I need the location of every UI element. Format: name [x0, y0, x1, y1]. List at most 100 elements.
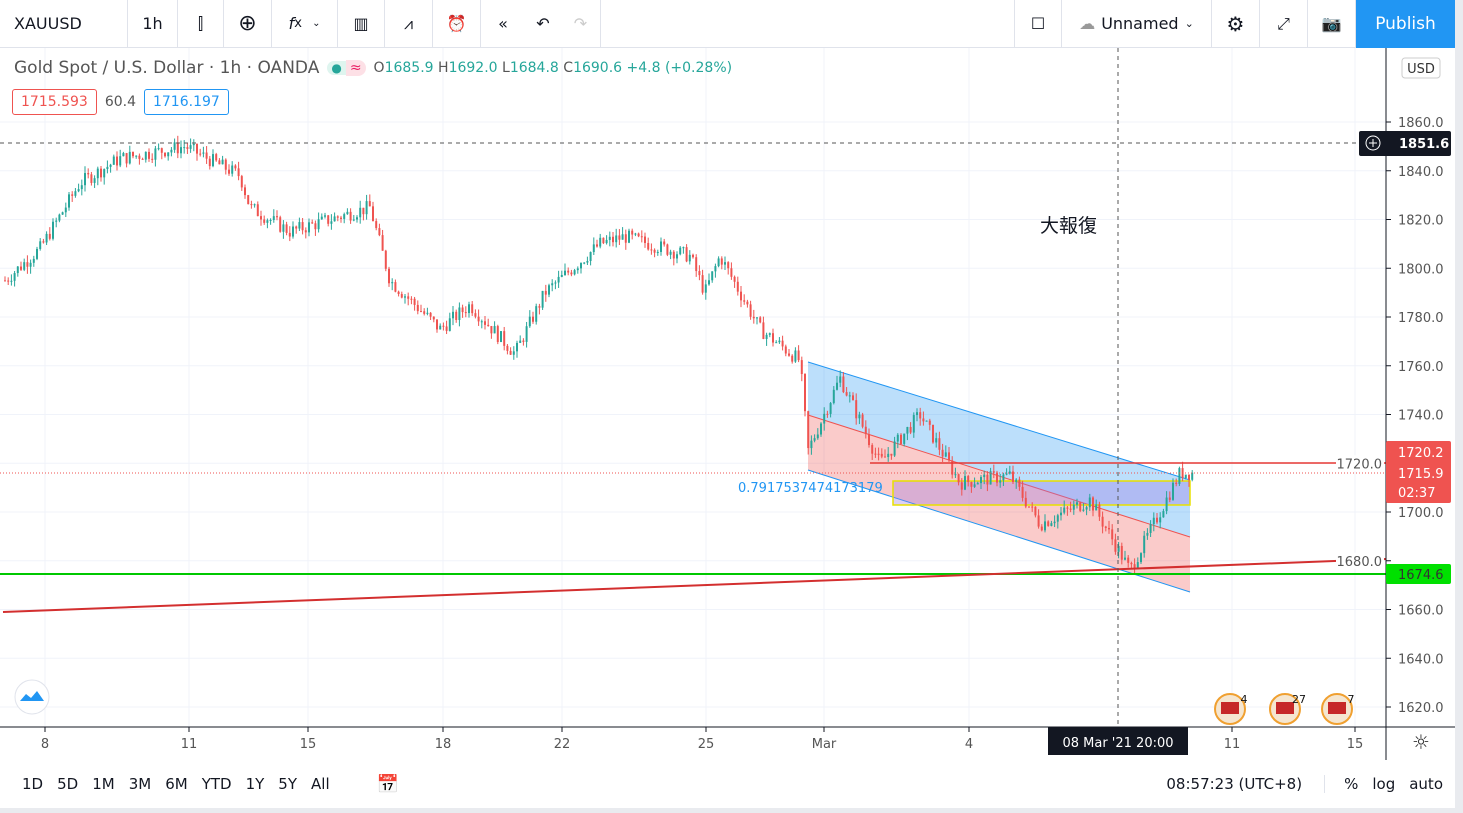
candle-body [432, 316, 435, 320]
range-button-1d[interactable]: 1D [22, 775, 44, 793]
range-button-3m[interactable]: 3M [128, 775, 152, 793]
candle-body [333, 216, 336, 222]
candle [1050, 520, 1053, 527]
buy-price-button[interactable]: 1716.197 [143, 89, 229, 115]
redo-icon[interactable]: ↷ [561, 0, 601, 48]
candle-body [896, 434, 899, 442]
candle-body [16, 266, 19, 274]
candle [1024, 491, 1027, 509]
candle [573, 268, 576, 276]
candle-body [404, 296, 406, 298]
candle-body [714, 266, 717, 272]
candle-body [1168, 497, 1171, 500]
candle [234, 164, 237, 171]
interval-button[interactable]: 1h [128, 0, 178, 48]
candle [29, 259, 32, 274]
candle [567, 267, 570, 276]
symbol-search[interactable]: XAUUSD [0, 0, 128, 48]
alert-icon[interactable]: ⏰ [433, 0, 481, 48]
candle [343, 212, 346, 224]
time-tick-label: 8 [41, 737, 49, 752]
candle [365, 194, 368, 220]
candle-body [426, 312, 429, 314]
candle-body [682, 247, 685, 249]
percent-toggle[interactable]: % [1344, 775, 1359, 793]
candle-body [10, 280, 13, 282]
candle [884, 449, 886, 458]
fullscreen-icon[interactable]: ⤢ [1260, 0, 1308, 48]
financials-icon[interactable]: ▥ [338, 0, 385, 48]
candle-body [701, 275, 704, 293]
range-button-1m[interactable]: 1M [92, 775, 115, 793]
price-chart[interactable]: 0.7917537474173179 大報復 1860.0 1840.0 1820.0 1… [0, 48, 1455, 760]
candle-body [48, 233, 51, 239]
sell-price-button[interactable]: 1715.593 [12, 89, 97, 115]
candle-body [679, 247, 682, 255]
candle-body [573, 270, 576, 275]
candle [682, 246, 685, 254]
chevron-down-icon[interactable]: ⌄ [312, 18, 321, 29]
candle [359, 200, 362, 224]
templates-icon[interactable]: ⩘ [385, 0, 433, 48]
candle-body [804, 374, 806, 412]
publish-button[interactable]: Publish [1356, 0, 1455, 48]
undo-icon[interactable]: ↶ [536, 14, 550, 33]
candle-body [458, 307, 461, 320]
candle [346, 208, 349, 215]
candle-body [586, 260, 589, 263]
price-tick-label: 1660.0 [1398, 604, 1444, 619]
candle-body [720, 258, 723, 265]
candle [775, 340, 778, 344]
candle [826, 410, 829, 418]
range-button-all[interactable]: All [311, 775, 330, 793]
candle-body [151, 158, 154, 160]
candle-body [746, 301, 749, 305]
range-button-1y[interactable]: 1Y [245, 775, 265, 793]
candle-body [183, 147, 186, 149]
candle [644, 232, 646, 248]
time-tick-label: 15 [1347, 737, 1364, 752]
candle-body [138, 155, 141, 159]
candle-body [496, 326, 499, 342]
candle-body [906, 426, 909, 434]
range-button-5d[interactable]: 5D [57, 775, 79, 793]
candle [336, 215, 339, 222]
auto-toggle[interactable]: auto [1409, 775, 1443, 793]
range-button-ytd[interactable]: YTD [201, 775, 232, 793]
candle [676, 251, 678, 264]
candle-body [439, 325, 442, 330]
range-button-5y[interactable]: 5Y [278, 775, 298, 793]
candle-body [176, 142, 179, 154]
layout-name-button[interactable]: ☁ Unnamed ⌄ [1062, 0, 1212, 48]
candle-body [807, 411, 810, 449]
candle [128, 145, 131, 165]
range-button-6m[interactable]: 6M [165, 775, 188, 793]
candle [461, 304, 464, 318]
candle-body [1143, 535, 1146, 554]
layout-square-icon[interactable]: ☐ [1014, 0, 1062, 48]
candle-body [695, 257, 698, 272]
candle [976, 481, 979, 485]
replay-icon[interactable]: « [498, 14, 508, 33]
candle-body [199, 153, 202, 155]
last-price-label: 1715.9 [1398, 467, 1444, 482]
candle [509, 347, 512, 355]
candle-body [832, 389, 835, 404]
candle-body [1015, 479, 1018, 483]
log-toggle[interactable]: log [1372, 775, 1396, 793]
clock[interactable]: 08:57:23 (UTC+8) [1159, 775, 1326, 793]
camera-icon[interactable]: 📷 [1308, 0, 1356, 48]
candle [756, 317, 758, 325]
candle-body [976, 483, 979, 485]
candle-body [512, 351, 515, 355]
candle-body [343, 214, 346, 219]
candle [1117, 541, 1120, 559]
date-range-icon[interactable]: 📅 [376, 773, 400, 795]
settings-gear-icon[interactable]: ⚙ [1212, 0, 1260, 48]
candle-body [55, 220, 58, 222]
candles-icon[interactable]: ⫿ [178, 0, 224, 48]
candle [1124, 550, 1126, 561]
candle-body [708, 280, 710, 285]
add-icon[interactable]: ⊕ [224, 0, 272, 48]
